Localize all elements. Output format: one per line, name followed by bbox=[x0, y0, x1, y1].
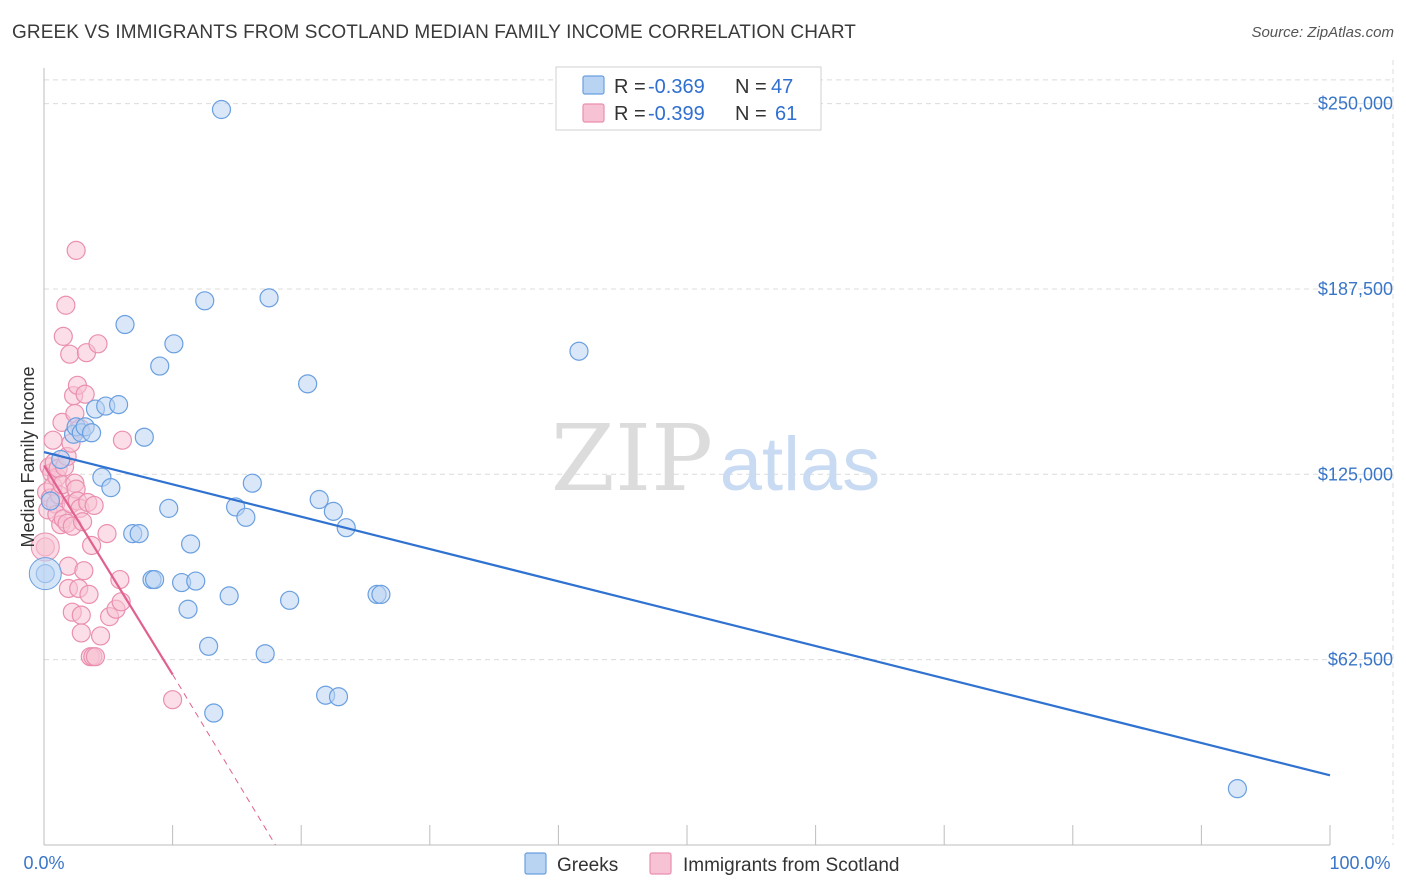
legend-blue-n-value: 47 bbox=[771, 76, 793, 98]
greeks-point-12 bbox=[108, 395, 129, 415]
watermark: ZIP atlas bbox=[551, 405, 880, 512]
scotland-point-25 bbox=[60, 344, 80, 364]
scotland-point-54 bbox=[90, 626, 111, 646]
greeks-point-45 bbox=[569, 341, 589, 361]
y-tick-label-0: $62,500 bbox=[1328, 650, 1393, 670]
greeks-point-34 bbox=[255, 644, 275, 664]
y-tick-labels: $62,500 $125,000 $187,500 $250,000 bbox=[1318, 94, 1393, 670]
y-tick-label-3: $250,000 bbox=[1318, 94, 1393, 114]
greeks-point-33 bbox=[242, 473, 262, 493]
legend-blue-n-label: N = bbox=[735, 76, 767, 98]
x-tick-labels: 0.0% 100.0% bbox=[23, 853, 1390, 873]
greeks-point-2 bbox=[51, 449, 71, 470]
greeks-point-30 bbox=[219, 586, 239, 606]
legend-swatch-blue bbox=[582, 75, 605, 95]
scotland-point-55 bbox=[97, 524, 117, 544]
legend-blue-r-value: -0.369 bbox=[648, 76, 705, 98]
greeks-point-large bbox=[28, 557, 62, 591]
greeks-point-13 bbox=[115, 314, 135, 335]
legend-pink-r-value: -0.399 bbox=[648, 103, 705, 125]
scotland-point-40 bbox=[71, 605, 91, 625]
greeks-point-7 bbox=[81, 423, 102, 443]
scotland-point-17 bbox=[53, 326, 73, 346]
grid bbox=[44, 60, 1394, 845]
legend-blue-r-label: R = bbox=[614, 76, 646, 98]
greeks-point-11 bbox=[101, 478, 121, 498]
source-label: Source: ZipAtlas.com bbox=[1251, 24, 1394, 41]
greeks-point-28 bbox=[204, 703, 224, 723]
greeks-point-27 bbox=[199, 636, 219, 656]
bottom-legend-label-scotland: Immigrants from Scotland bbox=[683, 855, 899, 876]
scotland-point-42 bbox=[72, 512, 93, 532]
scotland-point-51 bbox=[84, 495, 104, 516]
bottom-legend-label-greeks: Greeks bbox=[557, 855, 618, 876]
x-tick-label-1: 100.0% bbox=[1329, 853, 1390, 873]
greeks-point-21 bbox=[164, 334, 184, 354]
legend-pink-r-label: R = bbox=[614, 103, 646, 125]
legend-pink-n-label: N = bbox=[735, 103, 767, 125]
greeks-point-1 bbox=[40, 491, 61, 511]
trend-line-1 bbox=[43, 464, 174, 676]
greeks-point-29 bbox=[211, 99, 232, 120]
legend-swatch-pink bbox=[582, 103, 605, 123]
greeks-point-18 bbox=[144, 569, 165, 590]
greeks-point-41 bbox=[328, 687, 349, 707]
scotland-point-52 bbox=[85, 647, 106, 667]
y-axis-title: Median Family Income bbox=[18, 366, 38, 547]
chart-title: GREEK VS IMMIGRANTS FROM SCOTLAND MEDIAN… bbox=[12, 22, 856, 43]
scotland-point-44 bbox=[75, 384, 95, 404]
legend-pink-n-value: 61 bbox=[775, 103, 797, 125]
y-tick-label-1: $125,000 bbox=[1318, 464, 1393, 484]
greeks-point-38 bbox=[309, 489, 329, 510]
y-tick-label-2: $187,500 bbox=[1318, 279, 1393, 299]
scotland-point-41 bbox=[71, 623, 91, 643]
scotland-point-20 bbox=[56, 295, 76, 315]
greeks-point-20 bbox=[159, 498, 179, 518]
greeks-point-44 bbox=[371, 584, 391, 605]
greeks-point-37 bbox=[298, 374, 318, 394]
trend-line-0 bbox=[43, 450, 1331, 777]
greeks-point-19 bbox=[150, 356, 170, 376]
greeks-point-26 bbox=[195, 291, 215, 311]
scotland-point-60 bbox=[112, 430, 133, 450]
scotland-point-47 bbox=[79, 584, 99, 605]
bottom-legend-swatch-scotland bbox=[649, 852, 672, 875]
watermark-atlas: atlas bbox=[720, 422, 881, 507]
scotland-point-34 bbox=[66, 240, 86, 260]
scotland-point-61 bbox=[163, 690, 183, 710]
series-greeks bbox=[28, 99, 1248, 799]
greeks-point-16 bbox=[134, 427, 154, 447]
trend-lines bbox=[43, 450, 1331, 846]
watermark-zip: ZIP bbox=[551, 405, 713, 512]
scotland-point-7 bbox=[43, 430, 63, 450]
greeks-point-40 bbox=[323, 501, 343, 521]
x-tick-label-0: 0.0% bbox=[23, 853, 64, 873]
greeks-point-35 bbox=[259, 288, 279, 308]
greeks-point-32 bbox=[236, 507, 256, 527]
trend-line-2 bbox=[172, 674, 276, 846]
greeks-point-25 bbox=[186, 571, 206, 591]
greeks-point-24 bbox=[181, 534, 201, 554]
greeks-point-36 bbox=[280, 590, 300, 610]
greeks-point-23 bbox=[178, 599, 198, 619]
legend: R = -0.369 N = 47 R = -0.399 N = 61 bbox=[555, 66, 822, 131]
scotland-point-53 bbox=[88, 334, 108, 354]
bottom-legend: Greeks Immigrants from Scotland bbox=[524, 852, 899, 876]
greeks-point-15 bbox=[129, 524, 149, 544]
bottom-legend-swatch-greeks bbox=[524, 852, 547, 875]
axes bbox=[43, 68, 1331, 846]
greeks-point-46 bbox=[1227, 779, 1248, 799]
scotland-point-43 bbox=[74, 561, 94, 581]
